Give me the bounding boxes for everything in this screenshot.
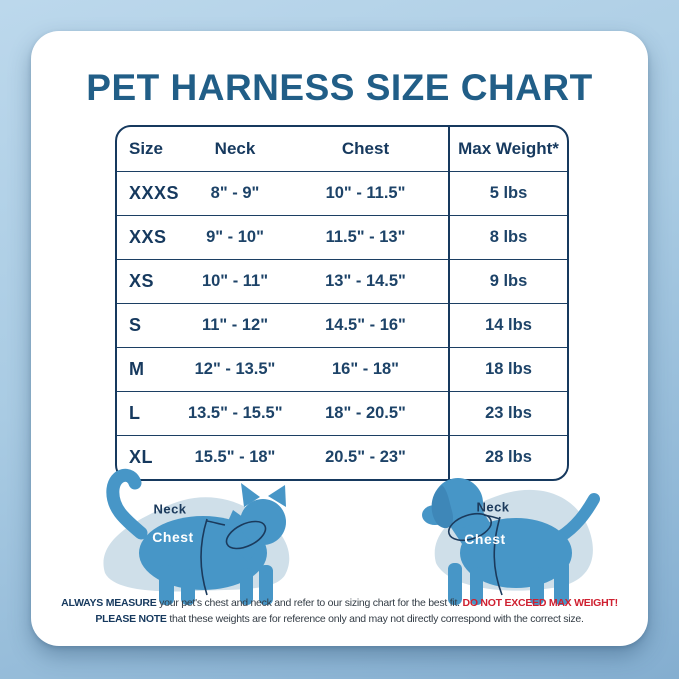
size-cell: XS	[117, 259, 187, 304]
disclaimer: ALWAYS MEASURE your pet's chest and neck…	[31, 596, 648, 628]
disclaimer-segment: that these weights are for reference onl…	[169, 613, 584, 625]
disclaimer-line1: ALWAYS MEASURE your pet's chest and neck…	[31, 596, 648, 610]
weight-cell: 9 lbs	[448, 259, 567, 304]
weight-cell: 18 lbs	[448, 347, 567, 392]
cat-neck-label: Neck	[153, 501, 187, 517]
weight-cell: 28 lbs	[448, 435, 567, 479]
weight-cell: 23 lbs	[448, 391, 567, 436]
neck-cell: 12" - 13.5"	[187, 347, 283, 392]
cat-silhouette	[106, 468, 286, 605]
size-cell: S	[117, 303, 187, 348]
dog-harness-lines	[447, 512, 503, 596]
size-table-body: XXXS 8" - 9" 10" - 11.5" 5 lbs XXS 9" - 10" 11…	[117, 171, 567, 479]
table-row: XXXS 8" - 9" 10" - 11.5" 5 lbs	[117, 171, 567, 216]
dog-chest-label: Chest	[464, 531, 506, 547]
cat-harness-lines	[200, 518, 267, 596]
chest-cell: 14.5" - 16"	[283, 303, 449, 348]
table-row: M 12" - 13.5" 16" - 18" 18 lbs	[117, 347, 567, 392]
table-row: XS 10" - 11" 13" - 14.5" 9 lbs	[117, 259, 567, 304]
weight-cell: 8 lbs	[448, 215, 567, 260]
disclaimer-segment: your pet's chest and neck and refer to o…	[159, 597, 463, 609]
weight-cell: 5 lbs	[448, 171, 567, 216]
size-cell: M	[117, 347, 187, 392]
neck-cell: 9" - 10"	[187, 215, 283, 260]
chest-cell: 16" - 18"	[283, 347, 449, 392]
disclaimer-segment: DO NOT EXCEED MAX WEIGHT!	[462, 597, 618, 609]
neck-cell: 15.5" - 18"	[187, 435, 283, 479]
size-cell: XXS	[117, 215, 187, 260]
disclaimer-segment: PLEASE NOTE	[95, 613, 170, 625]
table-row: XL 15.5" - 18" 20.5" - 23" 28 lbs	[117, 435, 567, 479]
neck-cell: 11" - 12"	[187, 303, 283, 348]
size-cell: L	[117, 391, 187, 436]
chest-cell: 20.5" - 23"	[283, 435, 449, 479]
dog-neck-label: Neck	[476, 499, 510, 515]
column-header-size: Size	[117, 127, 187, 172]
dog-ear	[431, 485, 454, 529]
page-title: PET HARNESS SIZE CHART	[86, 67, 593, 108]
table-row: XXS 9" - 10" 11.5" - 13" 8 lbs	[117, 215, 567, 260]
size-cell: XXXS	[129, 183, 180, 203]
disclaimer-segment: ALWAYS MEASURE	[61, 597, 160, 609]
cat-chest-label: Chest	[152, 529, 194, 545]
chest-cell: 10" - 11.5"	[325, 184, 406, 202]
neck-cell: 8" - 9"	[210, 184, 260, 202]
disclaimer-line2: PLEASE NOTE that these weights are for r…	[31, 612, 648, 626]
size-chart-table-container: Size Neck Chest Max Weight* XXXS 8" - 9" 1…	[115, 125, 569, 481]
table-row: L 13.5" - 15.5" 18" - 20.5" 23 lbs	[117, 391, 567, 436]
chest-cell: 18" - 20.5"	[283, 391, 449, 436]
dog-graphic	[422, 478, 600, 605]
chest-cell: 13" - 14.5"	[283, 259, 449, 304]
neck-cell: 13.5" - 15.5"	[187, 391, 283, 436]
table-row: S 11" - 12" 14.5" - 16" 14 lbs	[117, 303, 567, 348]
chest-cell: 11.5" - 13"	[283, 215, 449, 260]
size-chart-table: Size Neck Chest Max Weight* XXXS 8" - 9" 1…	[117, 127, 567, 479]
neck-cell: 10" - 11"	[187, 259, 283, 304]
column-header-max-weight: Max Weight*	[448, 127, 567, 172]
column-header-chest: Chest	[283, 127, 449, 172]
dog-illustration: Neck Chest	[418, 465, 608, 607]
size-chart-card: PET HARNESS SIZE CHART Size Neck Chest M…	[31, 31, 648, 646]
weight-cell: 14 lbs	[448, 303, 567, 348]
cat-illustration: Neck Chest	[83, 465, 311, 607]
cat-graphic	[103, 468, 290, 605]
table-header-row: Size Neck Chest Max Weight*	[117, 127, 567, 172]
column-header-neck: Neck	[187, 127, 283, 172]
